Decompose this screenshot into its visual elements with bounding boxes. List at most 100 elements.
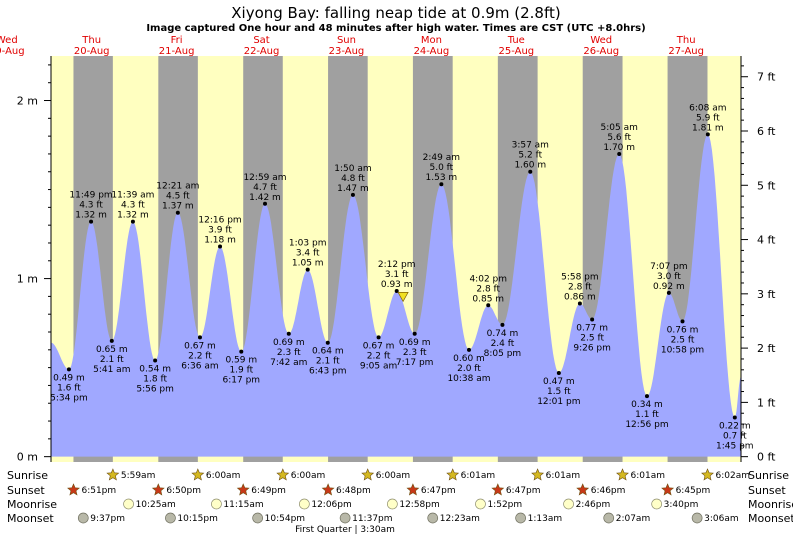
tide-extreme-label: 12:16 pm (198, 216, 241, 226)
tide-extreme-label: 4.7 ft (253, 183, 277, 193)
sunset-icon (151, 483, 165, 496)
tide-extreme-label: 9:05 am (360, 361, 397, 371)
left-tick-label: 2 m (17, 95, 38, 108)
tide-extreme-point (666, 290, 671, 295)
tide-extreme-label: 0.7 ft (723, 431, 747, 441)
moonrise-icon (651, 498, 663, 510)
tide-extreme-label: 0.67 m (184, 341, 216, 351)
left-tick-label: 1 m (17, 273, 38, 286)
tide-extreme-point (197, 335, 202, 340)
day-date-label: 20-Aug (74, 46, 110, 57)
tide-extreme-label: 11:39 am (111, 191, 154, 201)
sunrise-icon (361, 468, 375, 481)
moonrise-time: 2:46pm (576, 500, 611, 510)
tide-extreme-point (153, 358, 158, 363)
tide-extreme-label: 1.32 m (117, 211, 149, 221)
tide-extreme-point (325, 340, 330, 345)
day-date-label: 27-Aug (668, 46, 704, 57)
axes: 0 m 1 m 2 m 0 ft 1 ft 2 ft 3 ft 4 ft 5 ft 6 ft 7 f… (17, 56, 776, 464)
moonset-icon (515, 512, 526, 524)
moonset-time: 9:37pm (90, 514, 125, 524)
tide-extreme-label: 2.2 ft (188, 351, 212, 361)
tide-extreme-label: 1.47 m (337, 184, 369, 194)
day-name-label: Wed (0, 35, 18, 46)
tide-extreme-label: 0.76 m (667, 325, 699, 335)
sunrise-row-label: Sunrise (7, 469, 48, 482)
tide-extreme-label: 5:58 pm (561, 273, 599, 283)
tide-extreme-label: 1.8 ft (143, 375, 167, 385)
right-tick-label: 5 ft (757, 179, 776, 192)
tide-extreme-point (528, 169, 533, 174)
tide-extreme-label: 2:12 pm (378, 260, 416, 270)
chart-subtitle: Image captured One hour and 48 minutes a… (146, 23, 645, 34)
day-date-label: 24-Aug (414, 46, 450, 57)
tide-extreme-label: 8:05 pm (484, 349, 522, 359)
tide-extreme-label: 5:56 pm (136, 385, 174, 395)
sunset-time: 6:45pm (676, 486, 711, 496)
tide-extreme-point (680, 319, 685, 324)
tide-extreme-label: 11:49 pm (69, 191, 112, 201)
right-tick-label: 1 ft (757, 396, 776, 409)
moonset-time: 1:13am (528, 514, 563, 524)
tide-extreme-point (705, 132, 710, 137)
tide-extreme-label: 1.60 m (514, 161, 546, 171)
tide-extreme-label: 2:49 am (423, 153, 460, 163)
sunrise-time: 6:01am (461, 471, 496, 481)
tide-extreme-label: 5:34 pm (50, 393, 88, 403)
tide-extreme-point (486, 303, 491, 308)
moonset-icon (603, 512, 615, 524)
right-tick-label: 0 ft (757, 451, 776, 464)
tide-extreme-label: 5.2 ft (518, 151, 542, 161)
sunrise-time: 6:01am (546, 471, 581, 481)
moonset-time: 12:23am (440, 514, 480, 524)
tide-extreme-point (577, 301, 582, 306)
sunset-time: 6:51pm (81, 486, 116, 496)
day-date-label: 22-Aug (244, 46, 280, 57)
tide-extreme-label: 6:17 pm (223, 376, 261, 386)
moonrise-icon (563, 498, 574, 510)
tide-extreme-label: 3.0 ft (657, 272, 681, 282)
tide-extreme-label: 1.1 ft (635, 410, 659, 420)
tide-extreme-label: 1.18 m (204, 236, 236, 246)
moonset-icon (165, 512, 176, 524)
tide-extreme-label: 2.1 ft (316, 357, 340, 367)
day-name-label: Wed (590, 35, 612, 46)
sunrise-icon (616, 468, 629, 481)
tide-extreme-label: 5:41 am (93, 365, 130, 375)
moonset-icon (427, 512, 439, 524)
moonset-time: 10:54pm (265, 514, 305, 524)
tide-extreme-label: 4.3 ft (79, 201, 103, 211)
moonrise-time: 3:40pm (664, 500, 699, 510)
tide-extreme-label: 0.54 m (139, 365, 171, 375)
tide-extreme-label: 12:56 pm (625, 420, 668, 430)
sunset-icon (321, 483, 335, 496)
sunset-icon (661, 483, 675, 496)
tide-extreme-label: 1.70 m (603, 143, 635, 153)
tide-extreme-point (500, 322, 505, 327)
sunrise-time: 6:00am (206, 471, 241, 481)
tide-extreme-label: 2.0 ft (457, 364, 481, 374)
moonrise-icon (123, 498, 134, 510)
tide-extreme-label: 7:07 pm (650, 262, 688, 272)
sunset-time: 6:47pm (421, 486, 456, 496)
tide-extreme-point (466, 347, 471, 352)
tide-extreme-label: 6:43 pm (309, 367, 347, 377)
tide-extreme-label: 7:42 am (270, 358, 307, 368)
sunrise-row-label-right: Sunrise (748, 469, 789, 482)
day-name-label: Tue (507, 35, 525, 46)
sunset-time: 6:48pm (336, 486, 371, 496)
sunrise-time: 5:59am (121, 471, 156, 481)
tide-extreme-label: 0.47 m (543, 377, 575, 387)
left-tick-label: 0 m (17, 451, 38, 464)
tide-extreme-label: 0.64 m (312, 347, 344, 357)
tide-extreme-label: 2.5 ft (580, 334, 604, 344)
tide-extreme-label: 5.6 ft (607, 133, 631, 143)
tide-extreme-point (439, 182, 444, 187)
tide-extreme-label: 1:03 pm (289, 239, 327, 249)
sunset-icon (576, 483, 590, 496)
tide-extreme-label: 0.93 m (381, 280, 413, 290)
tide-extreme-label: 2.4 ft (491, 339, 515, 349)
tide-extreme-label: 6:08 am (689, 103, 726, 113)
tide-extreme-label: 2.8 ft (568, 283, 592, 293)
day-name-label: Fri (171, 35, 183, 46)
